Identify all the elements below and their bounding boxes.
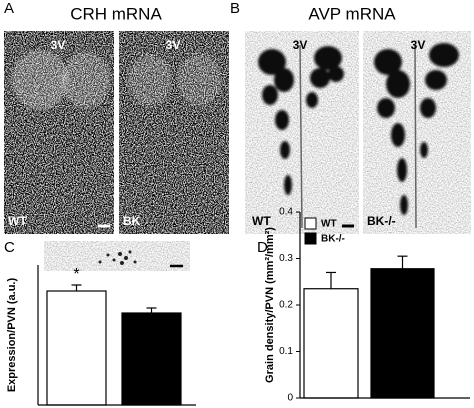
image-label: BK [123,214,141,228]
image-label: WT [8,214,27,228]
image-label: WT [252,214,271,228]
y-axis-label: Expression/PVN (a.u.) [6,278,18,393]
bar [370,268,435,399]
panel-label: A [4,0,14,17]
y-axis-label: Grain density/PVN (mm²/mm²) [264,227,276,383]
micrograph [44,241,190,271]
panel-label: B [230,0,240,17]
image-label: 3V [293,38,308,52]
image-label: 3V [411,38,426,52]
image-label: BK-/- [367,214,396,228]
panel-title: AVP mRNA [308,4,396,23]
y-tick-label: 0.4 [279,207,293,218]
annotation: * [73,266,79,283]
panel-title: CRH mRNA [70,4,162,23]
legend-label: WT [321,219,337,230]
bar [303,288,359,399]
image-label: 3V [51,38,66,52]
panel-label: D [257,239,268,256]
bar [46,290,107,406]
legend-swatch [304,217,317,230]
y-tick-label: 0 [287,393,293,404]
legend-swatch [304,232,317,245]
y-tick-label: 0.2 [279,300,293,311]
micrograph [363,31,471,234]
legend-label: BK-/- [321,234,345,245]
image-label: 3V [166,38,181,52]
panel-label: C [4,239,15,256]
micrograph [4,31,114,234]
y-tick-label: 0.3 [279,253,293,264]
y-tick-label: 0.1 [279,346,293,357]
micrograph [245,31,359,234]
micrograph [119,31,229,234]
bar [121,312,182,406]
